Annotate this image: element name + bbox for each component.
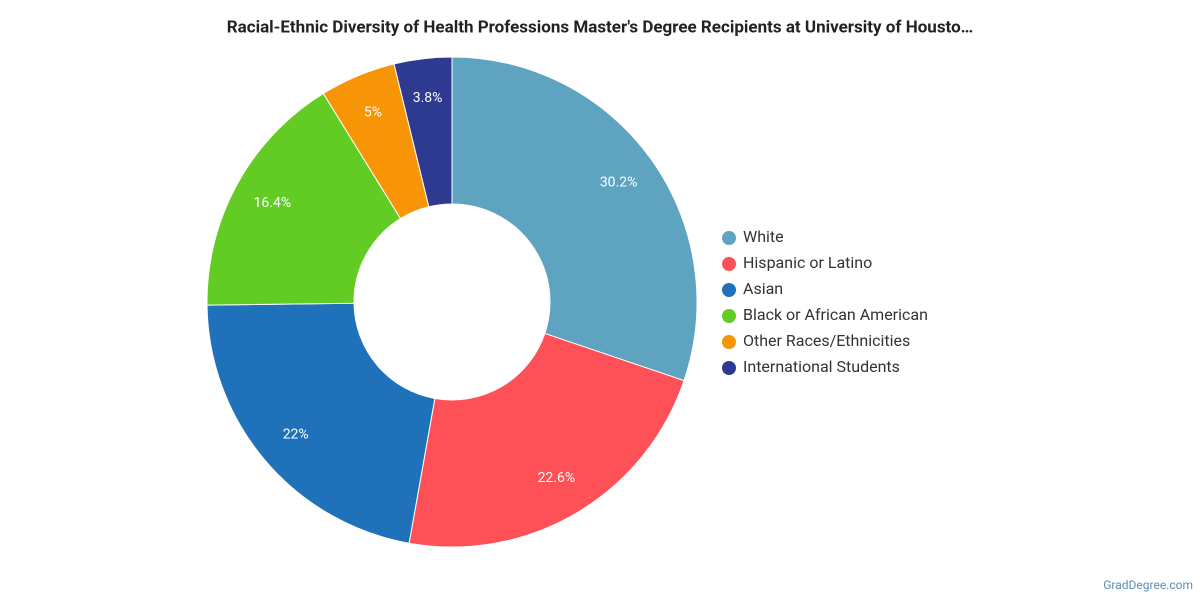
legend-marker — [722, 283, 736, 297]
chart-title: Racial-Ethnic Diversity of Health Profes… — [227, 17, 974, 37]
value-label: 16.4% — [254, 195, 292, 211]
legend-label: Other Races/Ethnicities — [743, 331, 910, 350]
legend-label: International Students — [743, 357, 900, 376]
legend-marker — [722, 309, 736, 323]
legend-marker — [722, 335, 736, 349]
legend-label: White — [743, 227, 784, 246]
value-label: 3.8% — [413, 90, 443, 106]
donut-slice — [206, 302, 436, 544]
donut-slice — [206, 92, 402, 306]
value-label: 5% — [364, 105, 382, 121]
legend-marker — [722, 361, 736, 375]
donut-slice — [393, 56, 453, 208]
legend-label: Asian — [743, 279, 783, 298]
legend-marker — [722, 231, 736, 245]
value-label: 22% — [283, 426, 309, 442]
donut-slice — [408, 332, 685, 548]
donut-slice — [451, 56, 698, 382]
value-label: 22.6% — [538, 470, 576, 486]
credit[interactable]: GradDegree.com — [1103, 578, 1193, 592]
legend-label: Black or African American — [743, 305, 928, 324]
legend-label: Hispanic or Latino — [743, 253, 872, 272]
legend-marker — [722, 257, 736, 271]
value-label: 30.2% — [600, 174, 638, 190]
